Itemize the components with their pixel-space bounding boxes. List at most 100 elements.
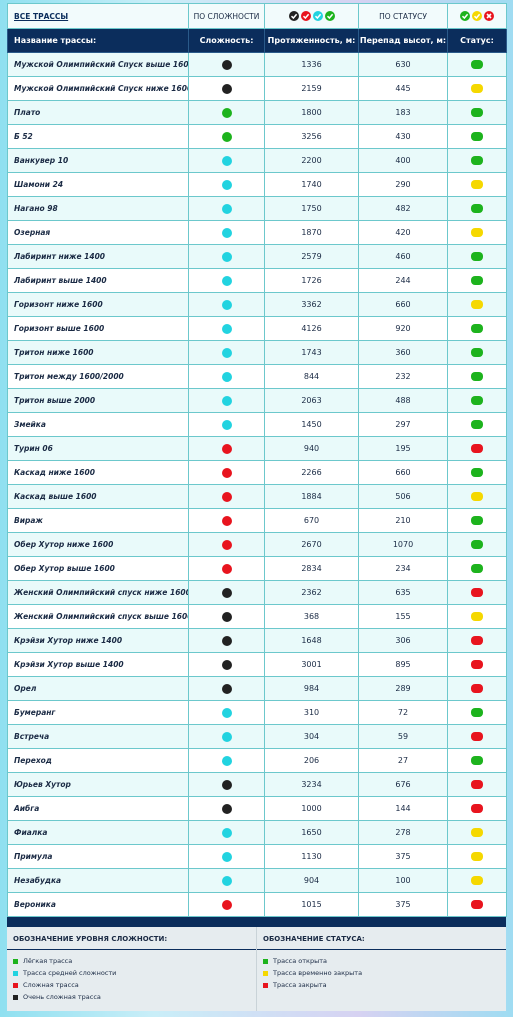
elevation-drop: 445 (358, 76, 448, 101)
elevation-drop: 488 (358, 388, 448, 413)
status-indicator (471, 492, 483, 501)
filter-icon[interactable] (312, 11, 323, 21)
difficulty-cell (188, 508, 265, 533)
track-row: Фиалка 1650 278 (7, 820, 507, 845)
difficulty-dot (221, 347, 232, 358)
length: 1740 (264, 172, 359, 197)
status-cell (447, 820, 507, 845)
track-name: Встреча (7, 724, 189, 749)
filter-icon[interactable] (484, 11, 494, 21)
difficulty-dot (221, 155, 232, 166)
elevation-drop: 244 (358, 268, 448, 293)
difficulty-dot (221, 275, 232, 286)
elevation-drop: 278 (358, 820, 448, 845)
filter-icon[interactable] (288, 11, 299, 21)
difficulty-cell (188, 292, 265, 317)
status-indicator (471, 540, 483, 549)
legend-label: Трасса временно закрыта (273, 969, 363, 977)
length: 2670 (264, 532, 359, 557)
length: 4126 (264, 316, 359, 341)
track-name: Крэйзи Хутор выше 1400 (7, 652, 189, 677)
elevation-drop: 460 (358, 244, 448, 269)
difficulty-cell (188, 100, 265, 125)
status-indicator (471, 444, 483, 453)
filter-icon[interactable] (460, 11, 470, 21)
track-name: Шамони 24 (7, 172, 189, 197)
legend-item: Трасса временно закрыта (257, 967, 506, 979)
filter-all[interactable]: ВСЕ ТРАССЫ (14, 11, 69, 21)
difficulty-cell (188, 196, 265, 221)
track-name: Орел (7, 676, 189, 701)
length: 1130 (264, 844, 359, 869)
length: 2362 (264, 580, 359, 605)
track-name: Обер Хутор ниже 1600 (7, 532, 189, 557)
difficulty-cell (188, 340, 265, 365)
difficulty-dot (221, 131, 232, 142)
track-name: Женский Олимпийский спуск ниже 1600 (7, 580, 189, 605)
track-row: Юрьев Хутор 3234 676 (7, 772, 507, 797)
status-indicator (471, 252, 483, 261)
track-name: Лабиринт выше 1400 (7, 268, 189, 293)
status-cell (447, 508, 507, 533)
status-cell (447, 364, 507, 389)
track-row: Примула 1130 375 (7, 844, 507, 869)
legend-swatch (263, 958, 268, 964)
track-row: Шамони 24 1740 290 (7, 172, 507, 197)
track-name: Женский Олимпийский спуск выше 1600 (7, 604, 189, 629)
difficulty-cell (188, 844, 265, 869)
status-indicator (471, 108, 483, 117)
filter-cell: ВСЕ ТРАССЫ (7, 3, 189, 29)
status-indicator (471, 684, 483, 693)
difficulty-dot (221, 443, 232, 454)
status-cell (447, 340, 507, 365)
track-row: Турин 06 940 195 (7, 436, 507, 461)
status-indicator (471, 756, 483, 765)
track-name: Змейка (7, 412, 189, 437)
length: 3362 (264, 292, 359, 317)
track-name: Ванкувер 10 (7, 148, 189, 173)
filter-icon[interactable] (324, 11, 335, 21)
column-header: Протяженность, м: (264, 28, 359, 53)
filter-icon[interactable] (300, 11, 311, 21)
difficulty-cell (188, 532, 265, 557)
status-cell (447, 604, 507, 629)
track-name: Тритон между 1600/2000 (7, 364, 189, 389)
track-name: Переход (7, 748, 189, 773)
track-row: Переход 206 27 (7, 748, 507, 773)
length: 844 (264, 364, 359, 389)
elevation-drop: 630 (358, 52, 448, 77)
status-cell (447, 100, 507, 125)
legend-list: Лёгкая трасса Трасса средней сложности Сло… (7, 950, 256, 1003)
elevation-drop: 234 (358, 556, 448, 581)
elevation-drop: 155 (358, 604, 448, 629)
track-row: Горизонт ниже 1600 3362 660 (7, 292, 507, 317)
filter-icon[interactable] (472, 11, 482, 21)
status-indicator (471, 228, 483, 237)
filter-difficulty[interactable]: ПО СЛОЖНОСТИ (188, 3, 265, 29)
length: 2063 (264, 388, 359, 413)
length: 304 (264, 724, 359, 749)
status-cell (447, 148, 507, 173)
track-row: Встреча 304 59 (7, 724, 507, 749)
length: 2200 (264, 148, 359, 173)
difficulty-cell (188, 724, 265, 749)
elevation-drop: 1070 (358, 532, 448, 557)
status-cell (447, 220, 507, 245)
length: 1015 (264, 892, 359, 917)
difficulty-cell (188, 652, 265, 677)
track-row: Лабиринт выше 1400 1726 244 (7, 268, 507, 293)
status-indicator (471, 780, 483, 789)
status-indicator (471, 276, 483, 285)
legend-status: ОБОЗНАЧЕНИЕ СТАТУСА: Трасса открыта Трасса… (257, 927, 506, 1011)
track-name: Примула (7, 844, 189, 869)
status-indicator (471, 564, 483, 573)
status-indicator (471, 468, 483, 477)
status-indicator (471, 324, 483, 333)
length: 1743 (264, 340, 359, 365)
difficulty-icons (264, 3, 359, 29)
filter-status[interactable]: ПО СТАТУСУ (358, 3, 448, 29)
track-name: Б 52 (7, 124, 189, 149)
status-indicator (471, 900, 483, 909)
status-cell (447, 580, 507, 605)
status-cell (447, 676, 507, 701)
